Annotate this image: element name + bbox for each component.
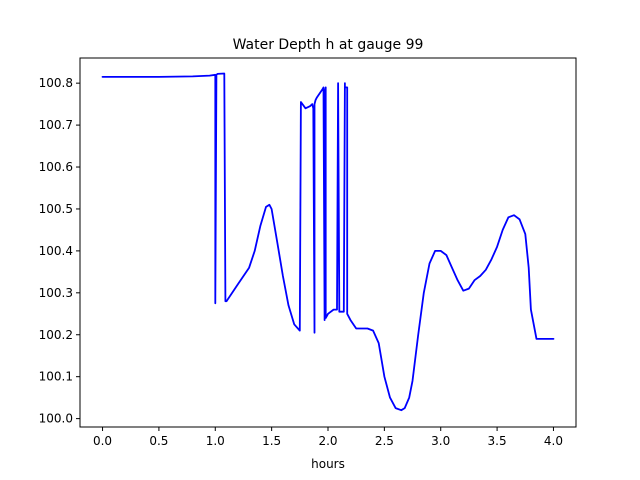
y-tick-label: 100.8 [39, 76, 73, 90]
x-tick-label: 3.5 [488, 434, 507, 448]
y-tick-label: 100.0 [39, 412, 73, 426]
x-tick-label: 2.5 [375, 434, 394, 448]
x-tick-label: 0.5 [149, 434, 168, 448]
y-tick-label: 100.4 [39, 244, 73, 258]
y-tick-label: 100.2 [39, 328, 73, 342]
x-tick-label: 4.0 [544, 434, 563, 448]
x-tick-label: 3.0 [431, 434, 450, 448]
plot-area [101, 72, 555, 412]
y-tick-label: 100.5 [39, 202, 73, 216]
y-tick-label: 100.7 [39, 118, 73, 132]
x-axis-ticks: 0.0 0.5 1.0 1.5 2.0 2.5 3.0 3.5 4.0 [93, 427, 563, 448]
x-tick-label: 1.5 [262, 434, 281, 448]
y-tick-label: 100.1 [39, 370, 73, 384]
axes-frame [79, 57, 577, 428]
y-tick-label: 100.3 [39, 286, 73, 300]
x-tick-label: 2.0 [318, 434, 337, 448]
y-tick-label: 100.6 [39, 160, 73, 174]
x-axis-label: hours [311, 457, 345, 471]
y-axis-ticks: 100.0 100.1 100.2 100.3 100.4 100.5 100.6 100.7… [39, 76, 80, 426]
x-tick-label: 0.0 [93, 434, 112, 448]
series-line [101, 72, 555, 412]
x-tick-label: 1.0 [206, 434, 225, 448]
chart-title: Water Depth h at gauge 99 [233, 37, 424, 53]
